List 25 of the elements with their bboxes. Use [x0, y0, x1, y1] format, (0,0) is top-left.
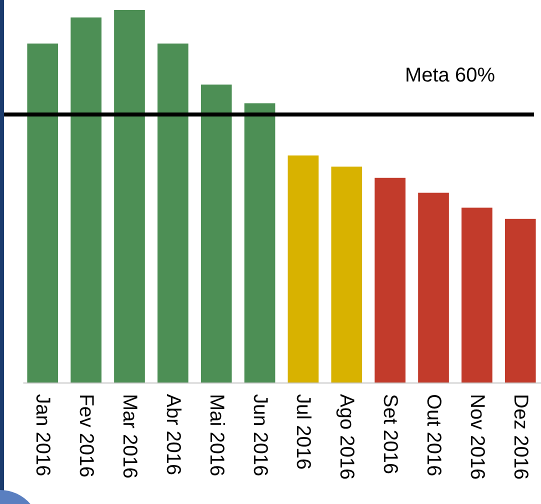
x-tick-label: Set 2016	[379, 394, 402, 474]
bar	[288, 155, 319, 383]
bar	[158, 44, 188, 383]
x-tick-label: Jun 2016	[248, 394, 271, 476]
x-tick-label: Mar 2016	[118, 394, 140, 478]
bar	[374, 178, 406, 383]
x-tick-label: Abr 2016	[162, 394, 184, 476]
bar	[27, 44, 58, 383]
x-tick-label: Nov 2016	[466, 394, 488, 480]
x-tick-label: Mai 2016	[205, 394, 228, 476]
ref-line-label: Meta 60%	[404, 64, 496, 86]
x-tick-label: Jul 2016	[292, 394, 314, 470]
bar	[114, 10, 145, 383]
bar	[70, 17, 102, 383]
x-tick-label: Fev 2016	[75, 394, 98, 478]
x-tick-label: Ago 2016	[336, 394, 358, 480]
bar	[200, 84, 232, 383]
bar	[244, 103, 276, 383]
x-tick-label: Dez 2016	[509, 394, 532, 480]
x-tick-label: Out 2016	[422, 394, 445, 476]
x-tick-label: Jan 2016	[32, 394, 54, 476]
bar	[418, 192, 449, 383]
bar	[462, 208, 492, 383]
bar	[331, 166, 362, 383]
bar	[504, 218, 536, 383]
